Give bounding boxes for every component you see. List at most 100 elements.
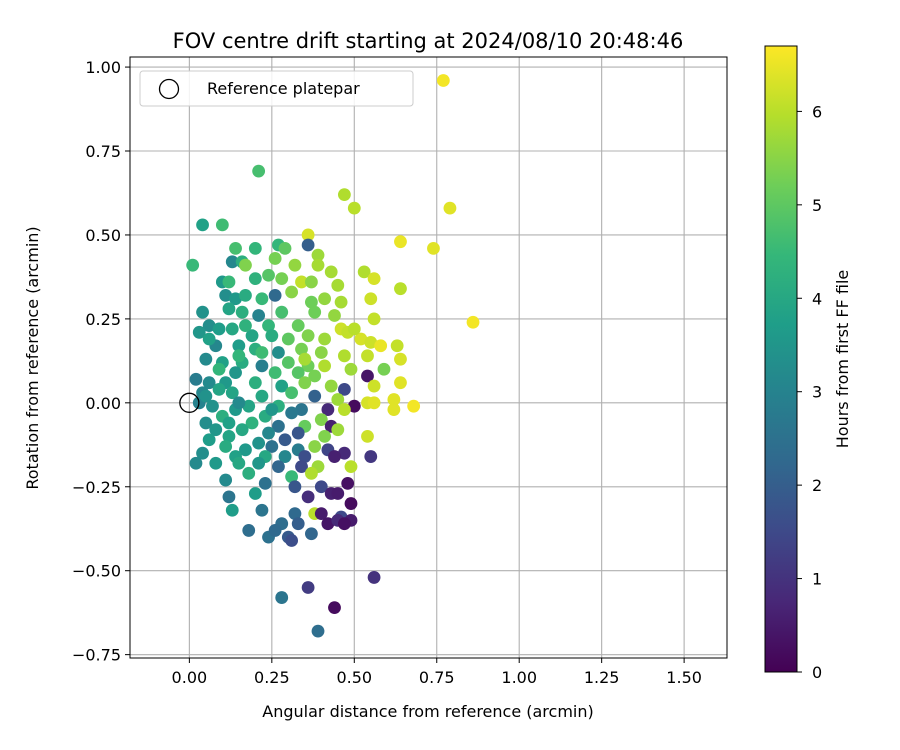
data-point	[248, 241, 262, 255]
data-point	[262, 268, 275, 282]
data-point	[242, 524, 256, 537]
colorbar	[764, 45, 798, 673]
data-point	[275, 379, 289, 393]
data-point	[361, 369, 374, 383]
data-point	[232, 349, 246, 363]
data-point	[394, 235, 407, 249]
data-point	[222, 430, 236, 443]
colorbar-tick-label: 0	[812, 663, 822, 682]
data-point	[328, 450, 341, 463]
data-point	[225, 503, 239, 517]
data-point	[245, 416, 259, 430]
data-point	[364, 292, 378, 306]
data-point	[361, 430, 374, 443]
data-point	[364, 335, 378, 349]
data-point	[281, 356, 295, 369]
data-point	[301, 581, 315, 594]
data-point	[196, 218, 209, 232]
data-point	[232, 339, 246, 353]
data-point	[268, 524, 282, 537]
data-point	[443, 201, 457, 215]
data-point	[232, 456, 246, 470]
x-axis-label: Angular distance from reference (arcmin)	[262, 702, 593, 721]
data-point	[255, 389, 269, 403]
data-point	[374, 339, 388, 353]
data-point	[291, 319, 305, 333]
data-point	[337, 517, 351, 531]
data-point	[314, 480, 328, 494]
data-point	[311, 624, 325, 638]
data-point	[202, 433, 216, 447]
data-point	[285, 470, 299, 484]
data-point	[242, 466, 256, 480]
data-point	[367, 272, 381, 285]
data-point	[357, 265, 371, 279]
colorbar-tick-label: 5	[812, 196, 822, 215]
data-point	[248, 272, 262, 285]
data-point	[262, 426, 275, 440]
data-point	[341, 477, 355, 490]
data-point	[268, 366, 282, 380]
data-point	[308, 440, 322, 453]
data-point	[394, 282, 407, 296]
y-axis-label: Rotation from reference (arcmin)	[23, 226, 42, 489]
chart-title: FOV centre drift starting at 2024/08/10 …	[173, 29, 684, 53]
x-tick-label: 1.25	[584, 668, 620, 687]
data-point	[189, 456, 203, 470]
reference-platepar-marker	[179, 392, 200, 413]
data-point	[367, 571, 381, 584]
data-point	[387, 393, 401, 406]
data-point	[239, 258, 252, 272]
data-point	[367, 312, 381, 326]
data-point	[272, 346, 285, 359]
data-point	[328, 601, 341, 615]
data-point	[344, 460, 358, 474]
data-point	[255, 503, 269, 517]
data-point	[219, 440, 233, 453]
data-point	[202, 332, 216, 346]
data-point	[337, 446, 351, 460]
data-point	[272, 460, 285, 474]
data-point	[288, 480, 302, 494]
data-point	[239, 443, 252, 457]
data-point	[285, 534, 299, 547]
x-tick-label: 1.50	[666, 668, 702, 687]
data-point	[265, 440, 279, 453]
x-tick-label: 0.00	[172, 668, 208, 687]
data-point	[186, 258, 200, 272]
data-point	[298, 376, 312, 390]
data-point	[212, 322, 226, 336]
data-point	[361, 349, 374, 363]
data-point	[252, 309, 266, 322]
data-point	[268, 252, 282, 265]
data-point	[255, 346, 269, 359]
data-point	[337, 403, 351, 416]
data-point	[199, 416, 213, 430]
data-point	[291, 426, 305, 440]
data-point	[367, 379, 381, 393]
data-point	[318, 292, 332, 306]
data-point	[222, 275, 236, 289]
data-point	[268, 288, 282, 302]
data-point	[318, 332, 332, 346]
data-point	[347, 399, 361, 413]
data-point	[229, 292, 242, 306]
colorbar-label: Hours from first FF file	[833, 270, 852, 449]
data-point	[314, 507, 328, 521]
data-point	[301, 228, 315, 242]
data-point	[288, 258, 302, 272]
data-point	[324, 265, 338, 279]
y-axis-ticks: 1.00 0.75 0.50 0.25 0.00 −0.25 −0.50 −0.75	[72, 58, 130, 665]
legend: Reference platepar	[139, 70, 414, 107]
data-point	[248, 376, 262, 390]
data-point	[318, 359, 332, 373]
legend-label: Reference platepar	[207, 79, 360, 98]
data-point	[285, 406, 299, 420]
data-point	[305, 527, 318, 541]
data-point	[321, 403, 335, 416]
data-point	[202, 319, 216, 333]
data-point	[235, 423, 249, 437]
data-point	[318, 430, 332, 443]
colorbar-tick-label: 3	[812, 383, 822, 402]
